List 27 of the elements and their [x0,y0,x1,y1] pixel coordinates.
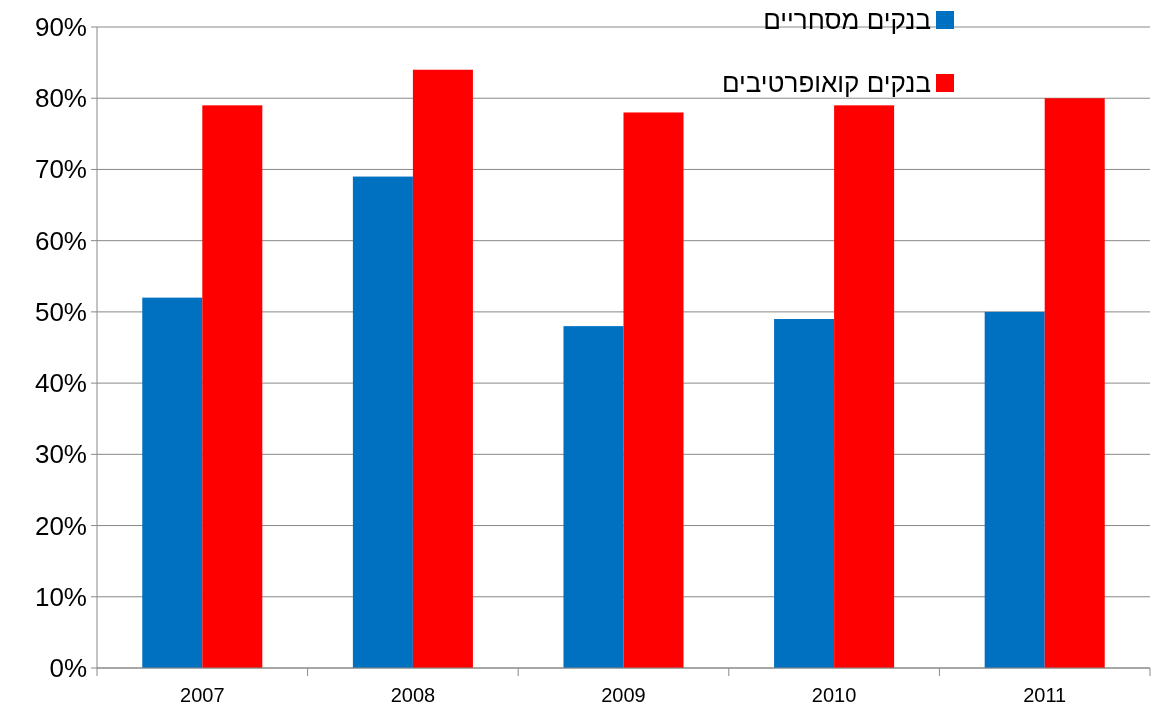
bar [563,326,624,668]
bar [984,311,1045,668]
y-tick-label: 40% [34,368,87,399]
bar [1044,98,1105,668]
y-tick-label: 20% [34,510,87,541]
y-tick-label: 0% [49,653,87,683]
y-tick-label: 70% [34,154,87,185]
y-tick-label: 90% [34,12,87,42]
x-tick-label: 2009 [601,684,646,706]
x-tick-label: 2011 [1023,684,1067,706]
bar [834,105,895,668]
y-tick-label: 60% [34,225,87,256]
y-tick-label: 10% [34,581,87,612]
y-tick-label: 50% [34,296,87,327]
bar [623,112,684,668]
bar [202,105,263,668]
bar [352,176,413,668]
y-tick-label: 30% [34,439,87,470]
legend: בנקים קואופרטיבים [721,68,954,98]
y-tick-label: 80% [34,83,87,114]
legend: בנקים מסחריים [763,5,954,35]
x-tick-label: 2007 [180,684,225,706]
x-tick-label: 2008 [390,684,436,706]
bar [774,319,835,668]
bar [412,69,473,668]
bar [142,297,203,668]
x-tick-label: 2010 [811,684,857,706]
